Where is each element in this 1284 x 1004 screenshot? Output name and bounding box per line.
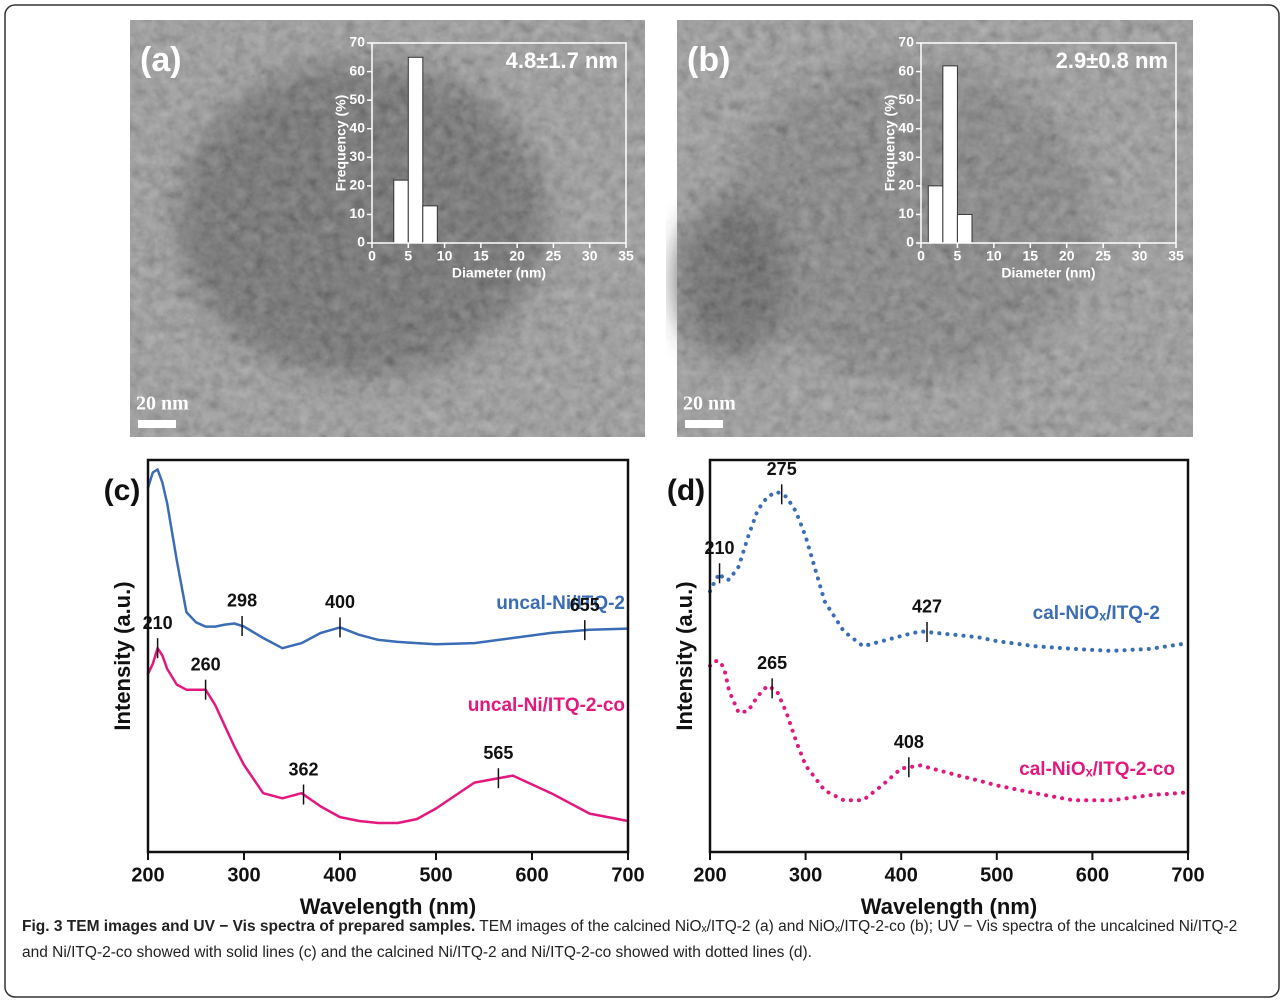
- x-tick-label: 30: [582, 248, 598, 264]
- peak-label: 565: [483, 743, 513, 763]
- x-tick-label: 25: [1095, 248, 1111, 264]
- y-tick-label: 70: [349, 34, 365, 50]
- y-axis-label: Frequency (%): [333, 95, 349, 191]
- scale-bar: [685, 420, 723, 428]
- peak-label: 427: [912, 597, 942, 617]
- scale-bar: [138, 420, 176, 428]
- y-tick-label: 50: [898, 91, 914, 107]
- x-tick-label: 5: [954, 248, 962, 264]
- y-tick-label: 70: [898, 34, 914, 50]
- x-tick-label: 500: [419, 864, 452, 886]
- size-annotation: 4.8±1.7 nm: [506, 48, 618, 73]
- x-tick-label: 200: [693, 864, 726, 886]
- panel-label: (d): [667, 474, 705, 507]
- x-axis-label: Diameter (nm): [452, 265, 546, 281]
- x-tick-label: 700: [1171, 864, 1204, 886]
- y-tick-label: 60: [349, 62, 365, 78]
- x-tick-label: 30: [1132, 248, 1148, 264]
- y-axis-label: Intensity (a.u.): [672, 581, 697, 730]
- x-tick-label: 500: [980, 864, 1013, 886]
- series-label: cal-NiOₓ/ITQ-2: [1033, 603, 1160, 624]
- peak-label: 408: [894, 732, 924, 752]
- x-tick-label: 20: [1059, 248, 1075, 264]
- y-tick-label: 10: [898, 205, 914, 221]
- x-tick-label: 35: [618, 248, 634, 264]
- histogram-bar: [394, 180, 409, 243]
- scale-bar-label: 20 nm: [683, 393, 736, 415]
- histogram-bar: [423, 206, 438, 243]
- caption: Fig. 3 TEM images and UV − Vis spectra o…: [22, 914, 1267, 966]
- size-annotation: 2.9±0.8 nm: [1056, 48, 1168, 73]
- page: (a)20 nm05101520253035010203040506070Dia…: [0, 0, 1284, 1004]
- x-tick-label: 300: [227, 864, 260, 886]
- y-tick-label: 10: [349, 205, 365, 221]
- peak-label: 362: [288, 759, 318, 779]
- y-tick-label: 30: [349, 148, 365, 164]
- y-tick-label: 20: [898, 177, 914, 193]
- y-axis-label: Frequency (%): [882, 95, 898, 191]
- x-tick-label: 600: [1076, 864, 1109, 886]
- y-tick-label: 20: [349, 177, 365, 193]
- caption-title: Fig. 3 TEM images and UV − Vis spectra o…: [22, 918, 475, 935]
- x-tick-label: 10: [986, 248, 1002, 264]
- x-tick-label: 400: [323, 864, 356, 886]
- peak-label: 275: [767, 459, 797, 479]
- y-tick-label: 0: [906, 234, 914, 250]
- peak-label: 265: [757, 653, 787, 673]
- histogram-bar: [928, 186, 943, 243]
- x-tick-label: 15: [473, 248, 489, 264]
- x-tick-label: 400: [885, 864, 918, 886]
- spectrum-line: [710, 492, 1188, 651]
- x-tick-label: 25: [546, 248, 562, 264]
- tem-grain: [130, 20, 645, 437]
- x-tick-label: 600: [515, 864, 548, 886]
- x-tick-label: 5: [404, 248, 412, 264]
- y-axis-label: Intensity (a.u.): [110, 581, 135, 730]
- x-tick-label: 0: [368, 248, 376, 264]
- y-tick-label: 60: [898, 62, 914, 78]
- peak-label: 655: [570, 595, 600, 615]
- series-label: uncal-Ni/ITQ-2: [496, 593, 625, 614]
- panel-label: (c): [104, 474, 141, 507]
- histogram-bar: [408, 57, 423, 243]
- histogram-bar: [957, 214, 972, 243]
- panel-label: (b): [687, 41, 730, 79]
- scale-bar-label: 20 nm: [136, 393, 189, 415]
- y-tick-label: 50: [349, 91, 365, 107]
- y-tick-label: 40: [898, 119, 914, 135]
- y-tick-label: 30: [898, 148, 914, 164]
- y-tick-label: 40: [349, 119, 365, 135]
- series-label: cal-NiOₓ/ITQ-2-co: [1019, 759, 1175, 780]
- panel-label: (a): [140, 41, 182, 79]
- peak-label: 400: [325, 592, 355, 612]
- x-tick-label: 10: [437, 248, 453, 264]
- x-axis-label: Diameter (nm): [1001, 265, 1095, 281]
- histogram-bar: [943, 66, 958, 243]
- x-tick-label: 20: [509, 248, 525, 264]
- peak-label: 260: [191, 654, 221, 674]
- x-tick-label: 35: [1168, 248, 1184, 264]
- spectrum-line: [148, 469, 628, 648]
- y-tick-label: 0: [357, 234, 365, 250]
- series-label: uncal-Ni/ITQ-2-co: [468, 695, 625, 716]
- x-tick-label: 200: [131, 864, 164, 886]
- peak-label: 298: [227, 591, 257, 611]
- x-tick-label: 15: [1022, 248, 1038, 264]
- x-tick-label: 700: [611, 864, 644, 886]
- x-tick-label: 300: [789, 864, 822, 886]
- x-tick-label: 0: [917, 248, 925, 264]
- figure: (a)20 nm05101520253035010203040506070Dia…: [0, 0, 1284, 1004]
